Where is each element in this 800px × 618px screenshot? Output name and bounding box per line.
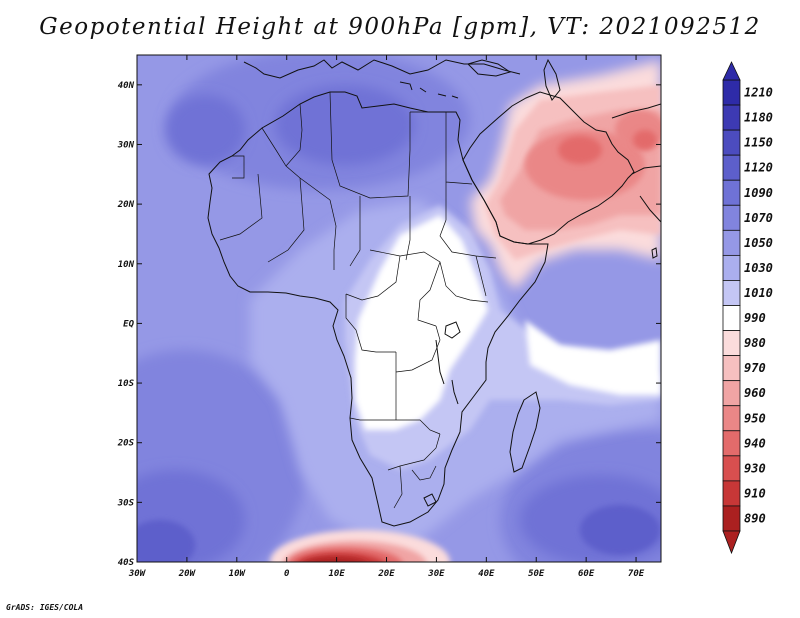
black-sea (467, 59, 512, 77)
colorbar-label: 1120 (744, 161, 773, 175)
colorbar-swatch (722, 280, 741, 306)
colorbar-label: 930 (744, 461, 766, 475)
y-tick-label: 30S (117, 498, 135, 508)
colorbar-swatch (722, 79, 741, 106)
colorbar-swatch (722, 179, 741, 206)
y-tick-label: 40S (118, 558, 135, 568)
colorbar-label: 1010 (744, 286, 773, 300)
colorbar-swatch (722, 305, 741, 331)
colorbar-label: 940 (744, 436, 766, 450)
y-tick-label: 30N (117, 140, 135, 150)
y-tick-label: 10S (118, 379, 135, 389)
map-frame (136, 54, 662, 563)
colorbar-label: 1210 (744, 86, 773, 100)
y-tick-label: 20S (117, 439, 135, 449)
y-tick-label: 20N (117, 200, 135, 210)
x-tick-label: 20W (178, 569, 197, 579)
colorbar-swatch (722, 229, 741, 256)
colorbar-swatch (722, 380, 741, 407)
grads-credit: GrADS: IGES/COLA (6, 603, 84, 612)
x-tick-label: 10W (229, 569, 247, 579)
arabia-coastline (462, 91, 635, 245)
colorbar-swatch (722, 480, 741, 507)
colorbar-label: 1180 (744, 111, 773, 125)
field-1090-atl (165, 95, 245, 165)
chart-title: Geopotential Height at 900hPa [gpm], VT:… (39, 14, 761, 40)
colorbar-swatch (722, 405, 741, 432)
country-borders (219, 91, 497, 509)
field-1120-sw (137, 520, 195, 562)
x-tick-label: 50E (528, 569, 545, 579)
colorbar-label: 1070 (744, 211, 773, 225)
colorbar: 1210 1180 1150 1120 1090 1070 1050 1030 1010 990 9… (722, 61, 773, 555)
x-tick-label: 10E (328, 569, 345, 579)
colorbar-label: 980 (744, 336, 766, 350)
y-tick-label: 10N (118, 260, 135, 270)
colorbar-label: 1150 (744, 136, 773, 150)
y-tick-label: 40N (118, 81, 135, 91)
colorbar-top-arrow (722, 61, 741, 81)
iran-coastline (611, 103, 661, 119)
colorbar-label: 1030 (744, 261, 773, 275)
india-coastline (631, 165, 661, 223)
colorbar-label: 970 (744, 361, 766, 375)
colorbar-label: 890 (744, 511, 766, 525)
colorbar-swatch (722, 104, 741, 131)
field-940-arab (558, 136, 602, 164)
field-990-c (355, 215, 488, 430)
x-tick-label: 30E (427, 569, 445, 579)
height-field (137, 55, 661, 562)
caspian-sea (543, 58, 561, 101)
colorbar-label: 1050 (744, 236, 773, 250)
coastline-borders (207, 58, 661, 527)
field-1120-se (580, 505, 660, 555)
colorbar-swatch (722, 129, 741, 156)
colorbar-label: 1090 (744, 186, 773, 200)
colorbar-label: 960 (744, 386, 766, 400)
lesotho (423, 493, 437, 507)
field-890-sow (304, 557, 366, 562)
colorbar-swatch (722, 355, 741, 382)
colorbar-swatch (722, 154, 741, 181)
x-tick-label: 20E (377, 569, 395, 579)
colorbar-swatch (722, 430, 741, 457)
colorbar-bottom-arrow (722, 530, 741, 555)
colorbar-swatch (722, 254, 741, 281)
x-tick-label: 70E (628, 569, 645, 579)
field-990-e (525, 320, 661, 395)
map-axes: 30W 20W 10W 0 10E 20E 30E 40E 50E 60E 70E 40N 30N 20N… (117, 55, 661, 579)
colorbar-swatch (722, 204, 741, 231)
africa-coastline (207, 91, 549, 527)
colorbar-swatch (722, 505, 741, 532)
colorbar-label: 910 (744, 486, 766, 500)
greece-islands (399, 81, 459, 99)
lake-victoria (444, 321, 461, 339)
field-940-iran (633, 130, 657, 150)
field-1090-n (275, 85, 415, 165)
colorbar-swatch (722, 455, 741, 482)
madagascar (509, 391, 541, 473)
x-tick-label: 30W (128, 569, 147, 579)
x-tick-label: 0 (284, 569, 290, 579)
europe-coastline (243, 59, 521, 79)
colorbar-label: 990 (744, 311, 766, 325)
x-tick-label: 60E (578, 569, 595, 579)
y-tick-label: EQ (123, 319, 134, 329)
sri-lanka (651, 247, 658, 259)
x-tick-label: 40E (478, 569, 495, 579)
colorbar-label: 950 (744, 411, 766, 425)
colorbar-swatch (722, 330, 741, 357)
